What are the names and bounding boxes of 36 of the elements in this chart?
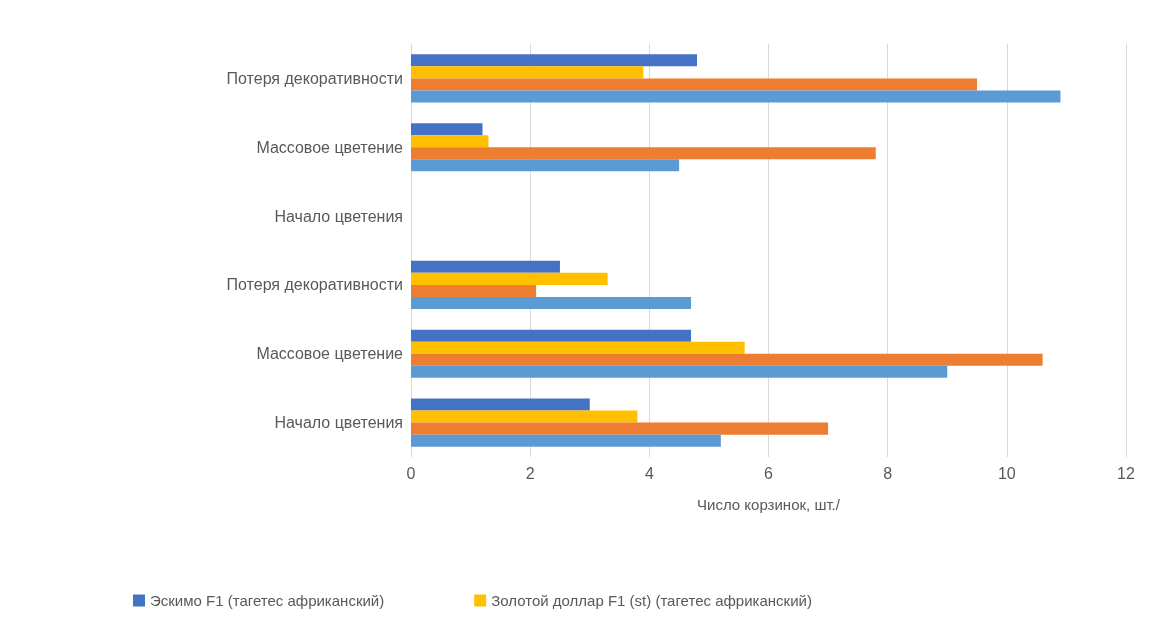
bar xyxy=(411,78,978,91)
bar xyxy=(411,272,608,285)
y-tick-label: Массовое цветение xyxy=(256,138,404,156)
bar xyxy=(411,284,537,297)
bar xyxy=(411,329,692,342)
y-tick-label: Потеря декоративности xyxy=(226,276,403,294)
x-tick-label: 2 xyxy=(525,464,535,482)
bar xyxy=(411,398,590,411)
bar xyxy=(411,341,745,354)
bar xyxy=(411,135,489,148)
bar xyxy=(411,260,560,273)
bar xyxy=(411,147,876,160)
bar xyxy=(411,66,644,79)
y-tick-label: Начало цветения xyxy=(274,207,403,225)
y-tick-label: Потеря декоративности xyxy=(226,69,403,87)
legend-label: Эскимо F1 (тагетес африканский) xyxy=(150,592,385,609)
x-tick-label: 0 xyxy=(406,464,416,482)
x-tick-label: 10 xyxy=(997,464,1016,482)
bar xyxy=(411,90,1061,103)
x-axis-title: Число корзинок, шт./ xyxy=(697,496,841,513)
y-tick-label: Начало цветения xyxy=(274,414,403,432)
bar xyxy=(411,159,680,172)
legend-label: Золотой доллар F1 (st) (тагетес африканский) xyxy=(491,592,812,609)
x-tick-label: 8 xyxy=(883,464,893,482)
bar xyxy=(411,296,692,310)
x-tick-label: 12 xyxy=(1117,464,1135,482)
x-tick-label: 4 xyxy=(644,464,654,482)
bar xyxy=(411,353,1043,366)
bar xyxy=(411,410,638,423)
y-tick-label: Массовое цветение xyxy=(256,345,404,363)
bar xyxy=(411,54,697,67)
bar xyxy=(411,434,721,447)
x-tick-label: 6 xyxy=(764,464,774,482)
bar xyxy=(411,422,829,435)
bar xyxy=(411,365,948,378)
bar xyxy=(411,123,483,136)
